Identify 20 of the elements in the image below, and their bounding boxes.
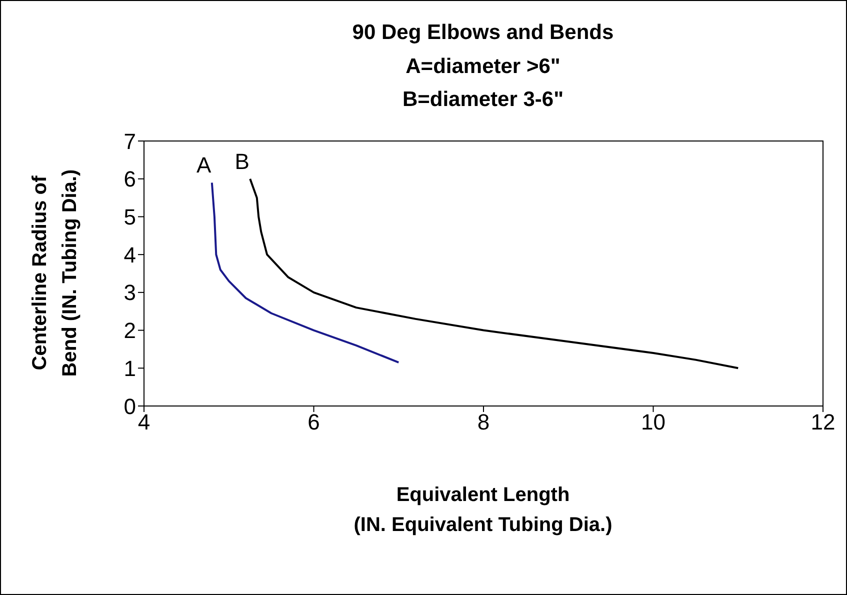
series-label: B [234,148,250,174]
series-label: A [196,152,212,178]
y-tick-label: 0 [124,394,136,419]
x-tick-label: 10 [641,410,666,435]
y-tick-label: 6 [124,166,136,192]
chart-subtitle: A=diameter >6" B=diameter 3-6" [402,55,564,111]
x-axis-title: Equivalent Length (IN. Equivalent Tubing Dia.) [354,484,612,536]
x-tick-label: 12 [810,410,836,435]
y-tick-label: 4 [124,242,136,268]
line-series [249,178,740,370]
y-tick-label: 7 [124,128,136,154]
x-tick-label: 8 [477,410,490,435]
chart-title: 90 Deg Elbows and Bends [352,21,614,44]
y-tick-label: 2 [124,318,136,344]
line-series [210,182,400,364]
y-tick-label: 1 [124,356,136,381]
y-axis-title: Centerline Radius of Bend (IN. Tubing Dia.) [29,169,81,377]
y-tick-label: 5 [124,204,136,230]
x-tick-label: 6 [308,410,320,435]
y-tick-label: 3 [124,280,136,306]
